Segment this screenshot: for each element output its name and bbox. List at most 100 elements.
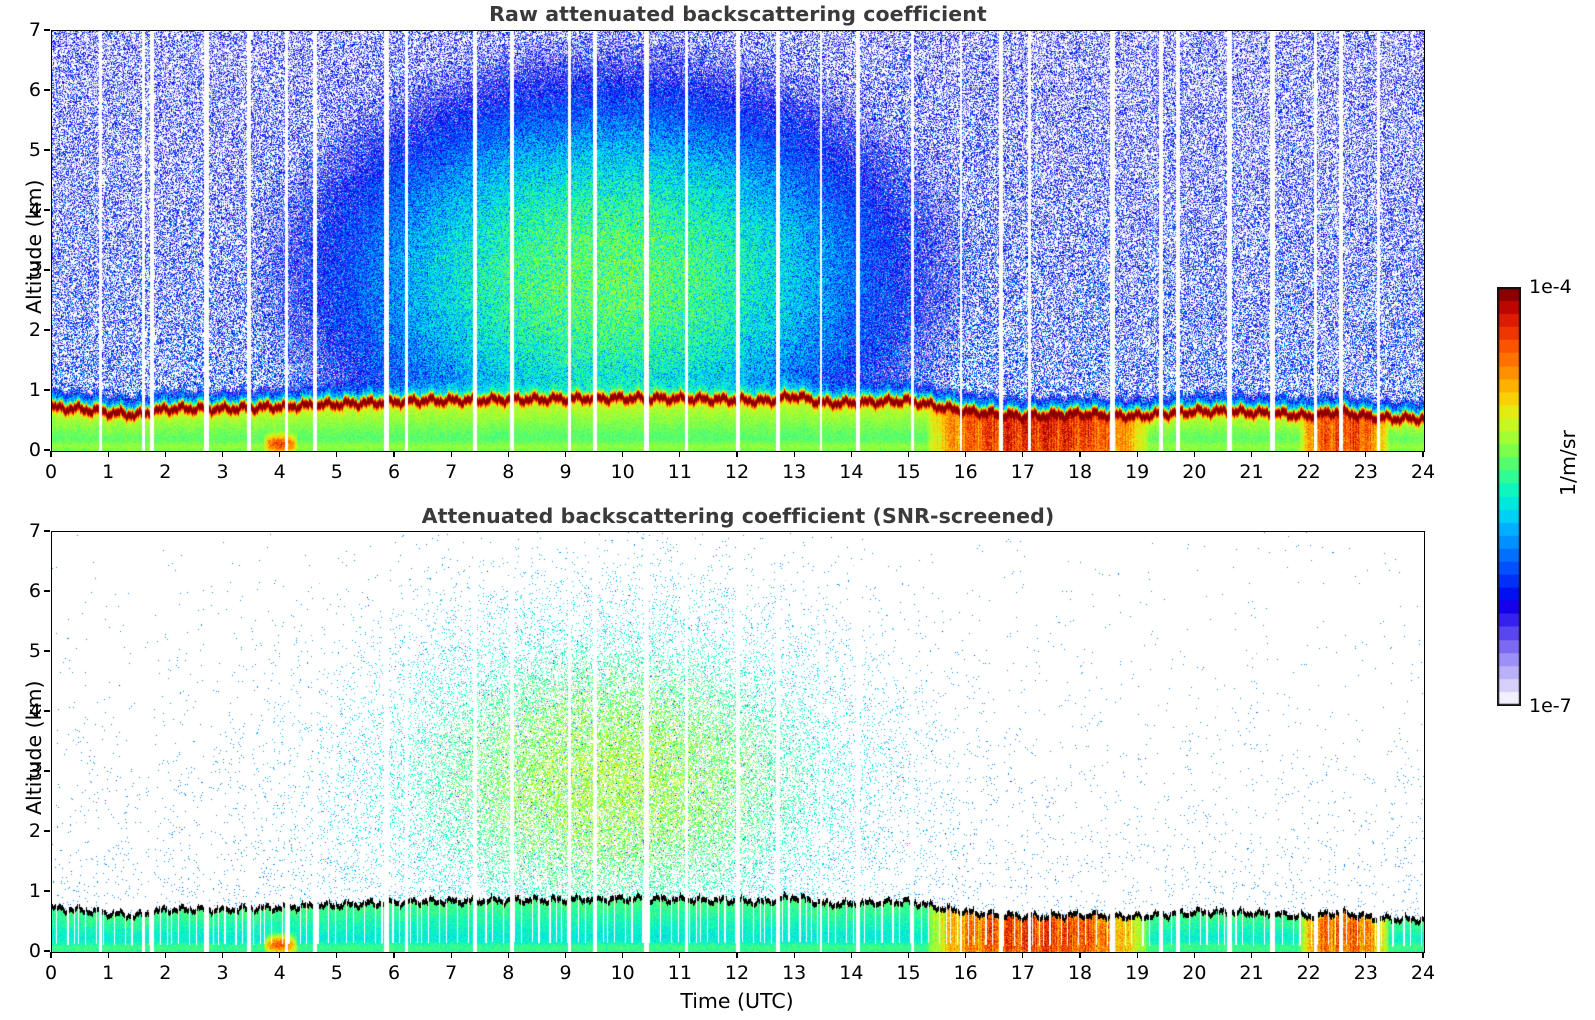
y-ticklabel-raw-4: 4 [28, 199, 41, 221]
x-ticklabel-raw-4: 4 [273, 461, 286, 483]
y-ticklabel-raw-5: 5 [28, 139, 41, 161]
y-tick-raw-5 [44, 149, 51, 151]
y-tick-raw-7 [44, 29, 51, 31]
x-tick-raw-11 [679, 451, 681, 458]
y-tick-raw-2 [44, 329, 51, 331]
colorbar-gradient [1497, 287, 1521, 706]
y-ticklabel-snr-3: 3 [28, 760, 41, 782]
x-tick-raw-8 [507, 451, 509, 458]
x-ticklabel-raw-12: 12 [724, 461, 750, 483]
x-ticklabel-snr-23: 23 [1353, 962, 1378, 984]
x-tick-snr-10 [622, 952, 624, 959]
x-tick-snr-15 [907, 952, 910, 959]
x-tick-raw-24 [1422, 451, 1424, 458]
colorbar-unit-label: 1/m/sr [1556, 430, 1580, 496]
x-ticklabel-snr-10: 10 [610, 962, 635, 984]
x-ticklabel-raw-22: 22 [1296, 461, 1321, 483]
y-ticklabel-snr-2: 2 [28, 820, 41, 842]
x-ticklabel-snr-1: 1 [102, 962, 115, 984]
panel-title-raw: Raw attenuated backscattering coefficien… [489, 2, 987, 26]
x-ticklabel-raw-3: 3 [216, 461, 229, 483]
x-ticklabel-raw-23: 23 [1353, 461, 1378, 483]
x-tick-snr-1 [107, 952, 109, 959]
plot-area-raw [51, 30, 1425, 452]
x-tick-snr-20 [1193, 952, 1195, 959]
x-tick-raw-18 [1079, 451, 1081, 458]
colorbar-min-label: 1e-7 [1529, 695, 1572, 717]
x-ticklabel-snr-17: 17 [1010, 962, 1035, 984]
x-tick-snr-4 [279, 952, 281, 959]
x-ticklabel-snr-0: 0 [44, 962, 58, 984]
x-ticklabel-snr-8: 8 [502, 962, 515, 984]
x-ticklabel-snr-15: 15 [896, 962, 921, 984]
y-tick-raw-4 [44, 209, 51, 211]
x-tick-snr-5 [336, 952, 338, 959]
y-tick-snr-0 [44, 950, 51, 952]
y-tick-snr-7 [44, 530, 51, 532]
x-tick-snr-11 [679, 952, 681, 959]
y-tick-snr-3 [44, 770, 51, 772]
x-ticklabel-raw-13: 13 [782, 461, 807, 483]
x-ticklabel-raw-7: 7 [445, 461, 458, 483]
x-ticklabel-raw-5: 5 [330, 461, 343, 483]
x-ticklabel-snr-14: 14 [839, 962, 864, 984]
y-ticklabel-raw-2: 2 [28, 319, 41, 341]
x-tick-snr-22 [1308, 952, 1310, 959]
x-ticklabel-snr-7: 7 [445, 962, 458, 984]
y-ticklabel-snr-0: 0 [28, 940, 41, 962]
y-tick-snr-2 [44, 830, 51, 832]
x-ticklabel-raw-8: 8 [502, 461, 515, 483]
x-tick-snr-18 [1079, 952, 1081, 959]
x-tick-raw-0 [50, 451, 52, 458]
x-tick-raw-16 [965, 451, 967, 458]
x-ticklabel-snr-3: 3 [216, 962, 229, 984]
colorbar [1497, 287, 1521, 706]
x-tick-snr-0 [50, 952, 52, 959]
x-tick-raw-20 [1193, 451, 1195, 458]
x-ticklabel-snr-4: 4 [273, 962, 286, 984]
x-tick-raw-9 [564, 451, 567, 458]
plot-area-snr [51, 531, 1425, 953]
x-tick-raw-21 [1250, 451, 1253, 458]
y-ticklabel-raw-3: 3 [28, 259, 41, 281]
y-ticklabel-snr-1: 1 [28, 880, 41, 902]
y-tick-raw-1 [44, 389, 51, 391]
x-tick-snr-8 [507, 952, 509, 959]
x-tick-snr-16 [965, 952, 967, 959]
x-tick-raw-5 [336, 451, 338, 458]
x-ticklabel-snr-19: 19 [1125, 962, 1150, 984]
y-ticklabel-raw-0: 0 [28, 439, 41, 461]
x-ticklabel-snr-21: 21 [1239, 962, 1264, 984]
x-ticklabel-snr-12: 12 [724, 962, 750, 984]
x-ticklabel-snr-20: 20 [1182, 962, 1207, 984]
x-tick-snr-23 [1365, 952, 1367, 959]
y-tick-snr-5 [44, 650, 51, 652]
x-ticklabel-raw-16: 16 [953, 461, 978, 483]
y-ticklabel-raw-1: 1 [28, 379, 41, 401]
x-tick-raw-14 [850, 451, 852, 458]
x-ticklabel-snr-24: 24 [1410, 962, 1436, 984]
x-tick-snr-17 [1022, 952, 1024, 959]
y-tick-snr-4 [44, 710, 51, 712]
y-axis-label-snr: Altitude (km) [22, 680, 46, 815]
x-tick-raw-10 [622, 451, 624, 458]
y-ticklabel-snr-4: 4 [28, 700, 41, 722]
x-tick-raw-19 [1136, 451, 1138, 458]
x-tick-raw-17 [1022, 451, 1024, 458]
x-ticklabel-raw-19: 19 [1125, 461, 1150, 483]
x-tick-snr-13 [793, 952, 795, 959]
x-tick-snr-3 [221, 952, 224, 959]
y-ticklabel-raw-7: 7 [28, 19, 41, 41]
x-ticklabel-snr-22: 22 [1296, 962, 1321, 984]
y-ticklabel-snr-7: 7 [28, 520, 41, 542]
x-tick-raw-7 [450, 451, 452, 458]
y-ticklabel-raw-6: 6 [28, 79, 41, 101]
x-tick-snr-6 [393, 952, 395, 959]
x-tick-snr-12 [736, 952, 738, 959]
x-tick-snr-21 [1250, 952, 1253, 959]
x-tick-snr-2 [164, 952, 166, 959]
x-tick-raw-4 [279, 451, 281, 458]
x-ticklabel-snr-11: 11 [667, 962, 692, 984]
x-ticklabel-snr-16: 16 [953, 962, 978, 984]
